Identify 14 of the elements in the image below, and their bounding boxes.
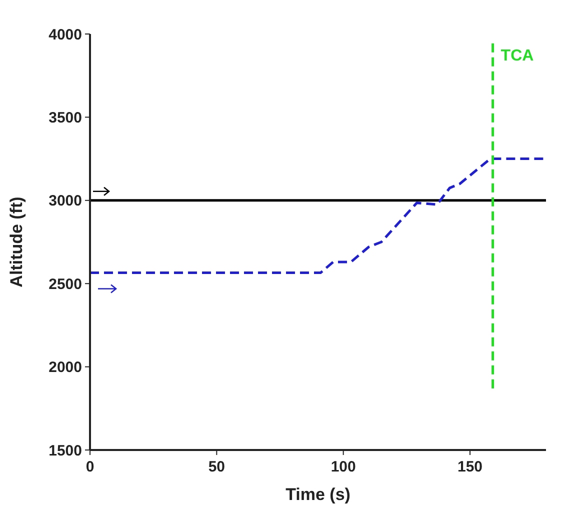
annotation: TCA (500, 47, 534, 64)
y-tick-label: 3000 (48, 192, 82, 210)
y-axis-title: Altitude (ft) (7, 196, 26, 288)
x-tick-label: 0 (86, 458, 94, 476)
x-tick-label: 50 (208, 458, 226, 476)
y-tick-label: 3500 (48, 110, 82, 127)
y-tick-label: 2000 (48, 359, 82, 376)
y-tick-label: 4000 (48, 26, 82, 44)
x-tick-label: 100 (330, 458, 356, 476)
line-series (90, 158, 545, 274)
y-tick-label: 1500 (48, 442, 82, 460)
x-tick-label: 150 (457, 458, 483, 476)
x-axis-title: Time (s) (286, 485, 350, 504)
y-tick-label: 2500 (48, 276, 82, 293)
